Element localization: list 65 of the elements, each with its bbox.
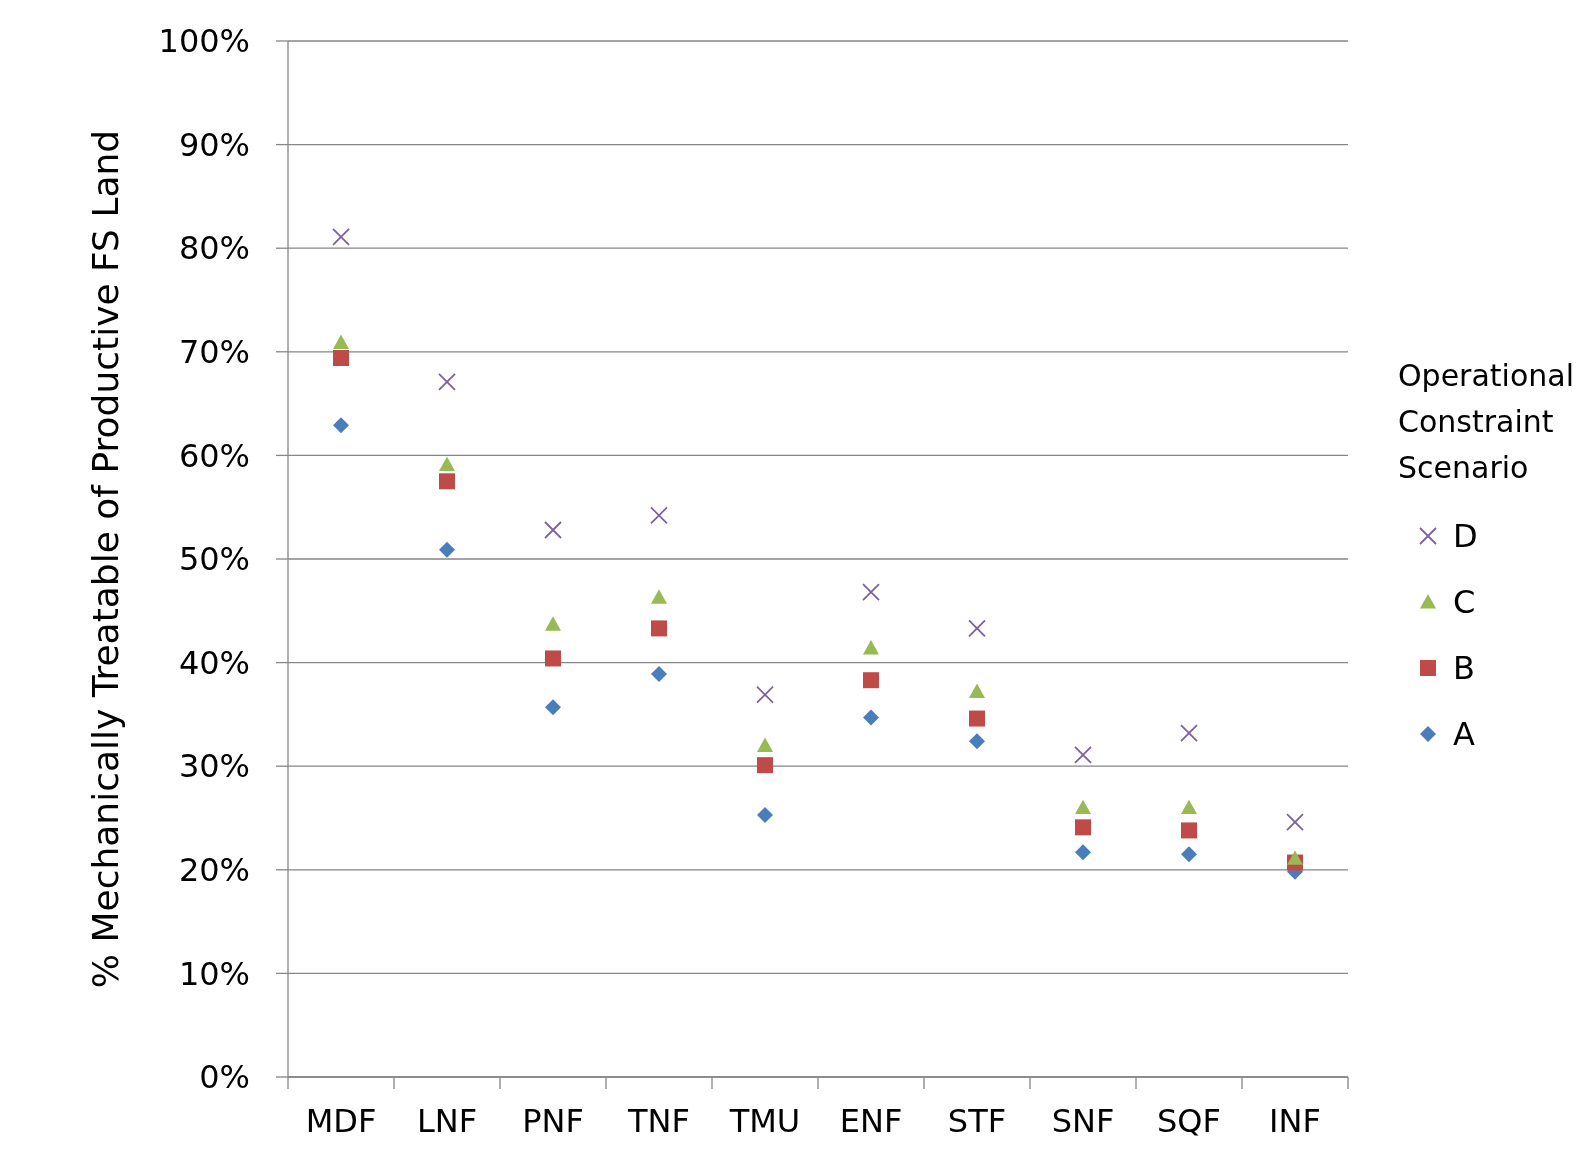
x-tick-label: SQF <box>1157 1102 1221 1140</box>
legend-title: Operational Constraint Scenario <box>1398 358 1575 485</box>
legend-label: B <box>1453 649 1475 688</box>
x-tick-label: SNF <box>1051 1102 1115 1140</box>
y-tick-label: 0% <box>199 1058 250 1097</box>
point <box>544 521 562 539</box>
point <box>545 650 561 667</box>
y-tick-label: 20% <box>178 851 250 889</box>
point <box>969 733 985 750</box>
point <box>863 640 879 655</box>
x-tick-label: ENF <box>839 1102 903 1140</box>
point <box>1181 799 1197 815</box>
point <box>969 710 985 727</box>
y-tick-label: 10% <box>178 954 250 993</box>
point <box>757 806 773 823</box>
point <box>439 456 455 472</box>
point <box>1180 724 1198 742</box>
y-tick-label: 90% <box>178 125 250 164</box>
point <box>863 672 879 689</box>
point <box>1074 745 1092 764</box>
point <box>1287 850 1303 865</box>
y-tick-label: 80% <box>178 229 250 268</box>
point <box>1181 846 1197 863</box>
legend-label: D <box>1453 517 1478 556</box>
point <box>545 616 561 631</box>
point <box>1181 822 1197 839</box>
point <box>439 541 455 558</box>
y-axis-title: % Mechanically Treatable of Productive FS Land <box>85 129 126 989</box>
point <box>968 619 986 638</box>
point <box>333 350 349 367</box>
x-tick-label: TNF <box>627 1102 690 1140</box>
point <box>438 372 456 391</box>
x-tick-label: MDF <box>305 1102 377 1140</box>
point <box>969 683 985 699</box>
y-tick-label: 30% <box>178 747 250 786</box>
point <box>333 334 349 349</box>
point <box>650 506 668 525</box>
x-tick-label: INF <box>1269 1102 1321 1140</box>
point <box>757 757 773 774</box>
point <box>439 473 455 490</box>
point <box>756 685 774 704</box>
y-tick-label: 100% <box>158 22 250 61</box>
y-tick-label: 70% <box>178 333 250 371</box>
y-tick-label: 40% <box>178 643 250 682</box>
point <box>862 583 880 602</box>
x-tick-label: STF <box>947 1102 1007 1140</box>
point <box>1075 799 1091 815</box>
point <box>757 737 773 752</box>
point <box>651 666 667 682</box>
point <box>651 589 667 604</box>
y-tick-label: 60% <box>178 436 250 475</box>
point <box>1075 819 1091 836</box>
legend-label: A <box>1453 715 1475 754</box>
point <box>545 699 561 716</box>
x-tick-label: PNF <box>522 1102 584 1140</box>
point <box>332 227 350 246</box>
x-tick-label: LNF <box>416 1102 478 1140</box>
point <box>651 620 667 637</box>
point <box>333 417 349 434</box>
x-tick-label: TMU <box>728 1102 801 1140</box>
y-tick-label: 50% <box>178 540 250 579</box>
point <box>863 709 879 726</box>
legend-label: C <box>1453 583 1476 622</box>
point <box>1286 813 1304 832</box>
point <box>1075 844 1091 861</box>
